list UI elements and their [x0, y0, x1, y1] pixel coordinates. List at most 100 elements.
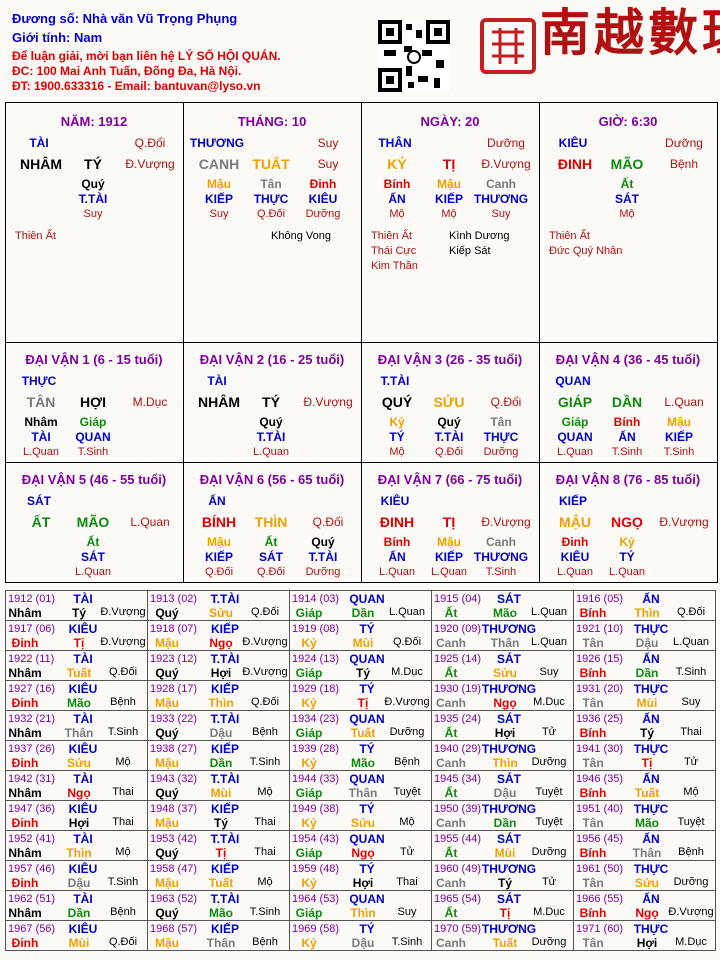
header-line: Đương số: Nhà văn Vũ Trọng Phụng: [12, 11, 238, 26]
year-stem: Kỷ: [301, 816, 317, 830]
hidden-status: T.Sinh: [611, 446, 643, 458]
year-star: QUAN: [349, 772, 385, 786]
year-label: 1953 (42): [150, 833, 198, 845]
pillar-star: THÂN: [378, 136, 412, 150]
year-status: T.Sinh: [675, 666, 707, 678]
header-line: Giới tính: Nam: [12, 30, 103, 45]
year-stem: Ất: [444, 906, 458, 920]
year-stem: Mậu: [155, 816, 179, 830]
year-stem: Đinh: [11, 876, 39, 890]
year-stem: Nhâm: [8, 726, 42, 740]
year-label: 1939 (28): [292, 743, 340, 755]
hidden-status: Suy: [209, 208, 229, 220]
hidden-star: T.TÀI: [308, 550, 338, 564]
pillar-star-status: Q.Đối: [134, 136, 166, 150]
year-label: 1933 (22): [150, 713, 198, 725]
star-left: Thái Cực: [371, 245, 417, 257]
dai-van-stem: GIÁP: [557, 394, 593, 410]
year-stem: Ất: [444, 846, 458, 860]
hidden-star: THƯƠNG: [473, 192, 529, 206]
year-label: 1919 (08): [292, 623, 340, 635]
year-label: 1948 (37): [150, 803, 198, 815]
pillar-branch: TỊ: [442, 156, 456, 172]
year-star: KIÊU: [68, 682, 98, 696]
star-left: Thiên Ất: [549, 230, 590, 242]
year-branch: Sửu: [350, 816, 376, 830]
year-branch: Tị: [499, 906, 511, 920]
pillar-stem: NHÂM: [20, 156, 62, 172]
hidden-status: Dưỡng: [483, 446, 519, 458]
year-branch: Thân: [490, 636, 520, 650]
hidden-status: L.Quan: [74, 566, 112, 578]
year-branch: Mùi: [494, 846, 516, 860]
year-stem: Đinh: [11, 816, 39, 830]
hidden-status: Mộ: [441, 208, 457, 220]
year-branch: Hợi: [494, 726, 516, 740]
year-label: 1955 (44): [434, 833, 482, 845]
hidden-star: TÝ: [619, 550, 635, 564]
year-branch: Dần: [209, 756, 233, 770]
star-left: Thiên Ất: [371, 230, 412, 242]
hidden-star: THỰC: [483, 430, 519, 444]
star-right: Không Vong: [271, 230, 331, 242]
year-label: 1916 (05): [576, 593, 624, 605]
year-status: Q.Đối: [250, 606, 280, 618]
year-star: TÝ: [359, 802, 375, 816]
year-label: 1945 (34): [434, 773, 482, 785]
star-left: Kim Thần: [371, 260, 418, 272]
year-star: KIẾP: [210, 862, 240, 876]
hidden-status: L.Quan: [378, 566, 416, 578]
hidden-stem: Bính: [383, 535, 411, 549]
year-stem: Kỷ: [301, 756, 317, 770]
dai-van-stem: TÂN: [26, 394, 56, 410]
year-branch: Mão: [351, 756, 375, 770]
year-stem: Bính: [579, 906, 607, 920]
year-star: TÀI: [73, 652, 93, 666]
year-label: 1915 (04): [434, 593, 482, 605]
year-status: Đ.Vượng: [668, 906, 714, 918]
year-label: 1960 (49): [434, 863, 482, 875]
year-star: SÁT: [497, 712, 521, 726]
year-star: THỰC: [633, 682, 669, 696]
year-label: 1914 (03): [292, 593, 340, 605]
year-label: 1965 (54): [434, 893, 482, 905]
year-label: 1936 (25): [576, 713, 624, 725]
year-branch: Hợi: [68, 816, 90, 830]
year-star: THỰC: [633, 742, 669, 756]
hidden-star: KIÊU: [308, 192, 338, 206]
dai-van-star: T.TÀI: [380, 374, 410, 388]
hidden-star: KIẾP: [204, 550, 234, 564]
year-stem: Quý: [155, 606, 179, 620]
hidden-star: THỰC: [253, 192, 289, 206]
logo: 南越數理: [540, 3, 720, 62]
year-branch: Mùi: [68, 936, 90, 950]
hidden-star: TÀI: [31, 430, 51, 444]
hidden-star: QUAN: [557, 430, 593, 444]
dai-van-title: ĐẠI VẬN 3 (26 - 35 tuổi): [377, 352, 523, 367]
year-branch: Mùi: [210, 786, 232, 800]
hidden-stem: Giáp: [561, 415, 589, 429]
year-star: SÁT: [497, 772, 521, 786]
pillar-star-status: Dưỡng: [665, 136, 703, 150]
hidden-status: L.Quan: [556, 566, 594, 578]
year-status: Bệnh: [252, 726, 278, 738]
pillar-branch-status: Đ.Vượng: [125, 157, 175, 171]
year-stem: Bính: [579, 606, 607, 620]
year-branch: Hợi: [636, 936, 658, 950]
hidden-status: L.Quan: [430, 566, 468, 578]
year-status: M.Dục: [675, 936, 707, 948]
year-star: TÝ: [359, 622, 375, 636]
year-status: Q.Đối: [108, 936, 138, 948]
year-stem: Mậu: [155, 696, 179, 710]
dai-van-stem: NHÂM: [198, 394, 240, 410]
year-label: 1964 (53): [292, 893, 340, 905]
hidden-stem: Giáp: [79, 415, 107, 429]
year-status: Q.Đối: [676, 606, 706, 618]
year-stem: Nhâm: [8, 846, 42, 860]
year-status: Thai: [254, 816, 276, 828]
year-stem: Tân: [582, 636, 604, 650]
pillar-branch-status: Bệnh: [669, 157, 699, 171]
hidden-status: Q.Đối: [204, 566, 234, 578]
hidden-stem: Mậu: [667, 415, 691, 429]
